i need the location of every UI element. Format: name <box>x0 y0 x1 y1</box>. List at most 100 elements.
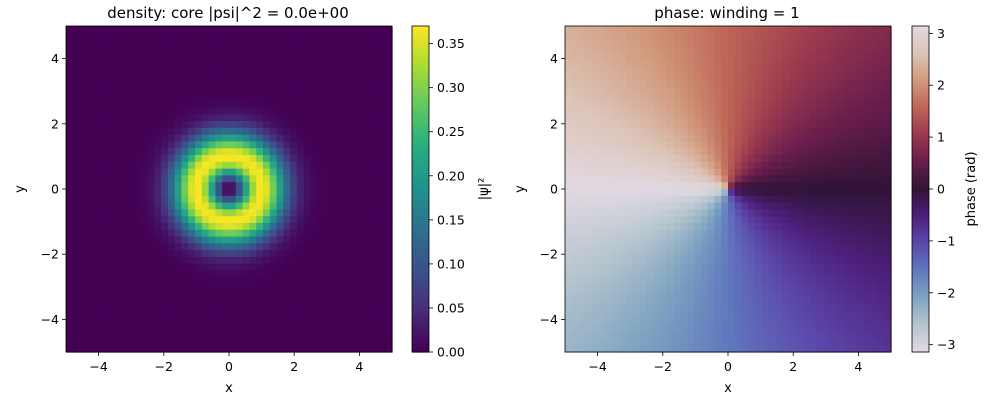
heatmap-cell <box>823 189 831 197</box>
heatmap-cell <box>147 175 155 183</box>
heatmap-cell <box>639 236 648 244</box>
heatmap-cell <box>694 100 702 109</box>
heatmap-cell <box>884 87 892 95</box>
heatmap-cell <box>269 243 278 251</box>
heatmap-cell <box>215 87 223 95</box>
heatmap-cell <box>653 290 661 299</box>
heatmap-cell <box>802 114 811 122</box>
colorbar-segment <box>412 243 429 247</box>
heatmap-cell <box>317 93 325 102</box>
heatmap-cell <box>565 80 573 88</box>
heatmap-cell <box>565 93 573 102</box>
heatmap-cell <box>612 345 620 353</box>
heatmap-cell <box>317 161 325 170</box>
heatmap-cell <box>235 100 244 109</box>
heatmap-cell <box>843 161 851 170</box>
heatmap-cell <box>344 66 352 75</box>
heatmap-cell <box>113 168 121 177</box>
heatmap-cell <box>863 100 872 109</box>
heatmap-cell <box>666 250 675 258</box>
heatmap-cell <box>133 209 142 217</box>
heatmap-cell <box>660 236 668 244</box>
heatmap-cell <box>884 250 892 258</box>
heatmap-cell <box>188 270 196 278</box>
heatmap-cell <box>188 127 196 136</box>
heatmap-cell <box>666 229 675 238</box>
heatmap-cell <box>802 53 811 61</box>
heatmap-cell <box>870 345 879 353</box>
colorbar-segment <box>412 341 429 345</box>
heatmap-cell <box>113 304 121 312</box>
heatmap-cell <box>337 155 346 163</box>
heatmap-cell <box>147 53 155 61</box>
heatmap-cell <box>127 182 135 190</box>
heatmap-cell <box>571 32 580 41</box>
heatmap-cell <box>816 331 824 340</box>
heatmap-cell <box>222 134 230 143</box>
heatmap-cell <box>843 39 851 47</box>
heatmap-cell <box>802 304 811 312</box>
heatmap-cell <box>605 331 614 340</box>
heatmap-cell <box>789 46 797 54</box>
heatmap-cell <box>721 175 729 183</box>
heatmap-cell <box>269 93 278 102</box>
heatmap-cell <box>72 189 81 197</box>
heatmap-cell <box>378 277 386 285</box>
heatmap-cell <box>303 114 312 122</box>
heatmap-cell <box>666 270 675 278</box>
heatmap-cell <box>120 66 128 75</box>
heatmap-cell <box>816 290 824 299</box>
heatmap-cell <box>694 175 702 183</box>
heatmap-cell <box>775 290 783 299</box>
heatmap-cell <box>127 338 135 346</box>
heatmap-cell <box>639 59 648 68</box>
heatmap-cell <box>707 345 716 353</box>
heatmap-cell <box>748 175 756 183</box>
heatmap-cell <box>687 66 695 75</box>
heatmap-cell <box>775 189 783 197</box>
colorbar-segment <box>412 322 429 326</box>
heatmap-cell <box>863 80 872 88</box>
heatmap-cell <box>140 127 149 136</box>
heatmap-cell <box>242 141 250 149</box>
heatmap-cell <box>823 311 831 319</box>
x-tick-label: 0 <box>724 359 732 374</box>
heatmap-cell <box>850 59 858 68</box>
heatmap-cell <box>761 202 770 210</box>
heatmap-cell <box>208 277 217 285</box>
heatmap-cell <box>850 243 858 251</box>
heatmap-cell <box>857 250 865 258</box>
heatmap-cell <box>694 338 702 346</box>
heatmap-cell <box>385 338 393 346</box>
heatmap-cell <box>714 229 722 238</box>
heatmap-cell <box>351 182 359 190</box>
heatmap-cell <box>229 202 237 210</box>
heatmap-cell <box>694 277 702 285</box>
heatmap-cell <box>317 236 325 244</box>
heatmap-cell <box>768 53 777 61</box>
heatmap-cell <box>371 311 380 319</box>
heatmap-cell <box>612 229 620 238</box>
colorbar-segment <box>412 180 429 185</box>
heatmap-cell <box>317 229 325 238</box>
heatmap-cell <box>789 263 797 272</box>
heatmap-cell <box>768 318 777 326</box>
heatmap-cell <box>809 297 817 306</box>
heatmap-cell <box>612 59 620 68</box>
heatmap-cell <box>269 202 278 210</box>
heatmap-cell <box>215 59 223 68</box>
heatmap-cell <box>612 87 620 95</box>
heatmap-cell <box>605 202 614 210</box>
heatmap-cell <box>700 290 709 299</box>
heatmap-cell <box>578 53 586 61</box>
heatmap-cell <box>276 311 284 319</box>
heatmap-cell <box>823 229 831 238</box>
heatmap-cell <box>741 256 749 265</box>
heatmap-cell <box>120 270 128 278</box>
heatmap-cell <box>823 148 831 156</box>
heatmap-cell <box>113 26 121 34</box>
heatmap-cell <box>619 107 627 115</box>
heatmap-cell <box>161 345 169 353</box>
heatmap-cell <box>680 290 688 299</box>
